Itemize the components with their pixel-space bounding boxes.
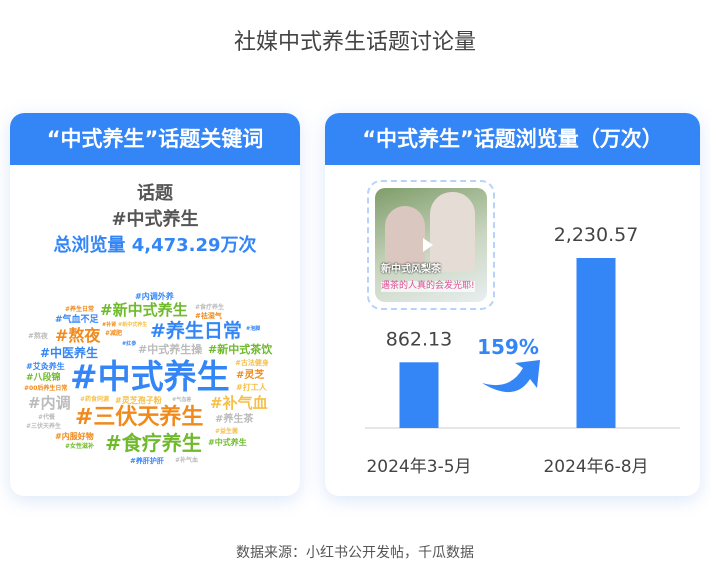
word-cloud-term: #内调 bbox=[28, 394, 71, 412]
page-title: 社媒中式养生话题讨论量 bbox=[233, 30, 476, 55]
word-cloud-term: #养生茶 bbox=[215, 414, 254, 425]
value-label: 862.13 bbox=[386, 328, 452, 350]
word-cloud-term: #熬夜 bbox=[28, 332, 48, 340]
x-tick-label: 2024年3-5月 bbox=[366, 457, 471, 477]
word-cloud-term: #内服好物 bbox=[55, 432, 94, 441]
total-value: 4,473.29万次 bbox=[131, 235, 257, 256]
word-cloud-term: #女性滋补 bbox=[65, 443, 95, 450]
x-tick-label: 2024年6-8月 bbox=[543, 457, 648, 477]
keyword-card: “中式养生”话题关键词 话题 #中式养生 总浏览量 4,473.29万次 #内调… bbox=[10, 113, 300, 496]
word-cloud-term: #食疗养生 bbox=[195, 304, 225, 311]
word-cloud-term: #灵芝孢子粉 bbox=[115, 396, 162, 405]
thumb-caption: 新中式风梨茶 bbox=[381, 264, 441, 275]
word-cloud-term: #新中式茶饮 bbox=[208, 343, 273, 356]
word-cloud-term: #中式养生 bbox=[208, 438, 247, 447]
word-cloud-term: #灵芝 bbox=[236, 370, 265, 381]
views-card: “中式养生”话题浏览量（万次） 新中式风梨茶 遇茶的人真的会发光耶! 862.1… bbox=[325, 113, 700, 496]
word-cloud-term: #00后养生日常 bbox=[24, 385, 68, 392]
topic-name: #中式养生 bbox=[111, 209, 199, 230]
word-cloud-term: #古法健身 bbox=[235, 359, 269, 367]
bar bbox=[399, 362, 439, 428]
data-source: 数据来源：小红书公开发帖，千瓜数据 bbox=[236, 545, 474, 561]
word-cloud-term: #打工人 bbox=[236, 383, 267, 392]
word-cloud-term: #补气血 bbox=[210, 394, 268, 412]
word-cloud-term: #八段锦 bbox=[26, 373, 61, 383]
growth-arrow-icon bbox=[482, 360, 540, 393]
word-cloud-term: #艾灸养生 bbox=[26, 362, 65, 371]
total-views: 总浏览量 4,473.29万次 bbox=[10, 235, 300, 257]
growth-label: 159% bbox=[477, 335, 539, 359]
word-cloud-term: #三伏天养生 bbox=[26, 423, 62, 430]
word-cloud-term: #新中式养生 bbox=[100, 301, 188, 319]
play-icon bbox=[423, 238, 433, 252]
word-cloud-term: #养生日常 bbox=[150, 320, 242, 342]
word-cloud-term: #泡脚 bbox=[246, 326, 261, 332]
word-cloud-term: #中医养生 bbox=[40, 346, 99, 360]
word-cloud-term: #中式养生 bbox=[70, 357, 230, 396]
word-cloud-term: #养肝护肝 bbox=[130, 457, 164, 465]
word-cloud-term: #红参 bbox=[122, 341, 137, 347]
person-image bbox=[385, 206, 425, 266]
video-thumbnail[interactable]: 新中式风梨茶 遇茶的人真的会发光耶! bbox=[367, 180, 495, 310]
word-cloud-term: #补肾 bbox=[102, 322, 117, 328]
word-cloud-term: #减肥 bbox=[105, 330, 123, 337]
word-cloud-term: #代餐 bbox=[38, 414, 56, 421]
word-cloud-term: #食疗养生 bbox=[105, 431, 202, 455]
word-cloud-term: #养生日常 bbox=[65, 306, 95, 313]
word-cloud-term: #益生菌 bbox=[215, 428, 239, 435]
word-cloud-term: #补气血 bbox=[175, 457, 199, 464]
word-cloud-term: #药食同源 bbox=[80, 396, 110, 403]
thumb-subcaption: 遇茶的人真的会发光耶! bbox=[381, 281, 475, 292]
word-cloud-term: #气血差 bbox=[172, 397, 192, 403]
bar-chart: 862.13 2024年3-5月 2,230.57 2024年6-8月 159% bbox=[365, 224, 680, 477]
word-cloud-term: #祛湿气 bbox=[195, 312, 222, 320]
value-label: 2,230.57 bbox=[554, 224, 639, 246]
word-cloud-term: #三伏天养生 bbox=[75, 405, 204, 430]
word-cloud-term: #熬夜 bbox=[55, 326, 101, 345]
word-cloud-term: #内调外养 bbox=[135, 292, 174, 301]
word-cloud-term: #气血不足 bbox=[55, 315, 99, 325]
word-cloud-term: #新中式养生 bbox=[118, 322, 148, 328]
views-card-header: “中式养生”话题浏览量（万次） bbox=[325, 113, 700, 165]
bar bbox=[576, 258, 616, 428]
topic-label: 话题 bbox=[137, 183, 173, 204]
keyword-card-header: “中式养生”话题关键词 bbox=[10, 113, 300, 165]
word-cloud-term: #中式养生操 bbox=[138, 343, 203, 356]
total-label: 总浏览量 bbox=[53, 235, 126, 256]
person-image bbox=[430, 192, 475, 272]
